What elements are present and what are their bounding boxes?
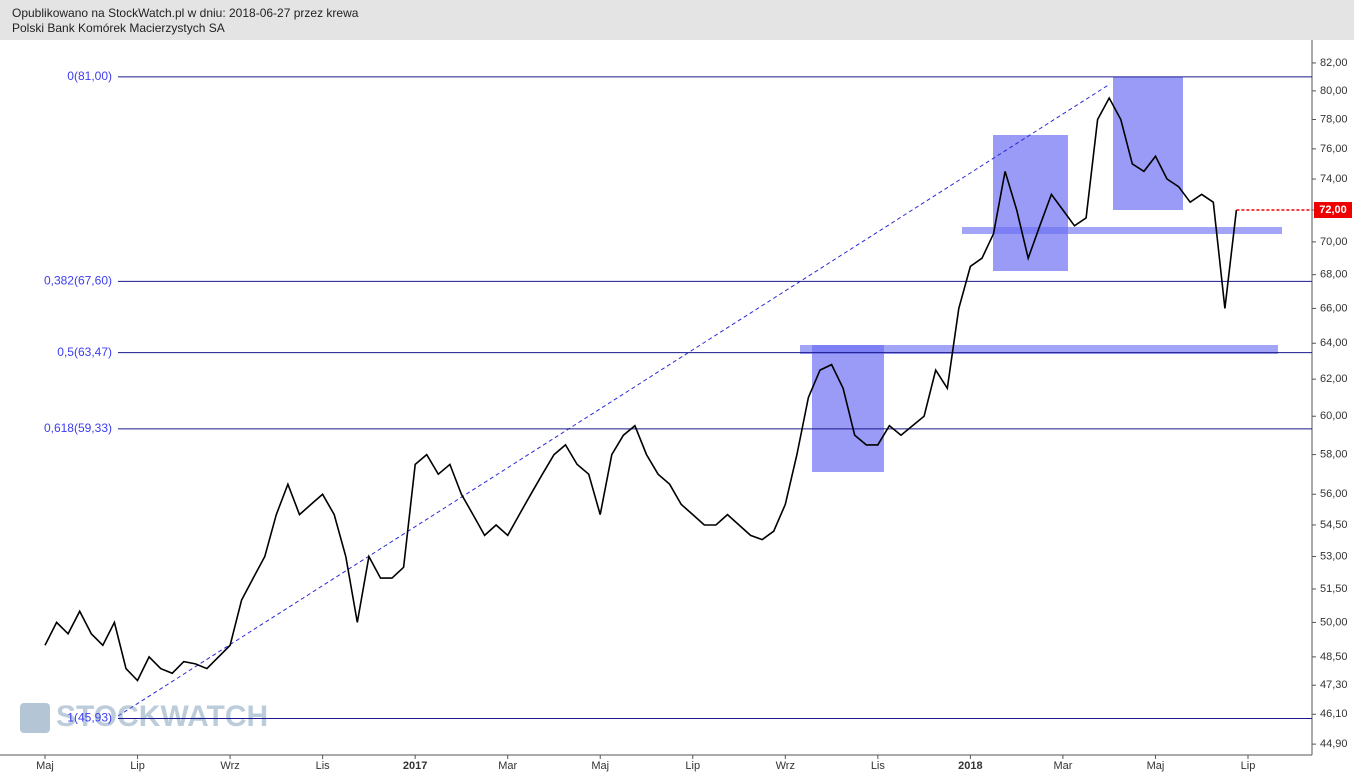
x-tick-label: Lis xyxy=(316,760,331,772)
y-tick-label: 66,00 xyxy=(1320,302,1348,314)
x-tick-label: Wrz xyxy=(220,760,239,772)
header-line: Polski Bank Komórek Macierzystych SA xyxy=(12,21,225,35)
zone-box xyxy=(1113,77,1183,210)
support-band xyxy=(800,345,1278,354)
y-tick-label: 46,10 xyxy=(1320,708,1348,720)
trend-line xyxy=(117,83,1111,717)
x-tick-label: 2018 xyxy=(958,760,982,772)
fib-label: 0(81,00) xyxy=(67,69,112,83)
y-tick-label: 47,30 xyxy=(1320,679,1348,691)
y-tick-label: 48,50 xyxy=(1320,651,1348,663)
y-tick-label: 68,00 xyxy=(1320,269,1348,281)
y-tick-label: 53,00 xyxy=(1320,550,1348,562)
logo-icon xyxy=(20,703,50,733)
y-tick-label: 62,00 xyxy=(1320,373,1348,385)
y-tick-label: 54,50 xyxy=(1320,519,1348,531)
header-line: Opublikowano na StockWatch.pl w dniu: 20… xyxy=(12,6,359,20)
fib-label: 0,5(63,47) xyxy=(57,345,112,359)
x-tick-label: Maj xyxy=(1147,760,1165,772)
x-tick-label: Mar xyxy=(1053,760,1072,772)
x-tick-label: Mar xyxy=(498,760,517,772)
y-tick-label: 51,50 xyxy=(1320,583,1348,595)
last-price-label: 72,00 xyxy=(1319,204,1347,216)
x-tick-label: Lip xyxy=(1241,760,1256,772)
watermark: STOCKWATCH xyxy=(20,700,268,733)
watermark-text: STOCKWATCH xyxy=(56,700,268,733)
y-tick-label: 78,00 xyxy=(1320,113,1348,125)
x-tick-label: 2017 xyxy=(403,760,427,772)
fib-label: 1(45,93) xyxy=(67,711,112,725)
y-tick-label: 44,90 xyxy=(1320,738,1348,750)
x-tick-label: Lip xyxy=(685,760,700,772)
x-tick-label: Maj xyxy=(591,760,609,772)
y-tick-label: 64,00 xyxy=(1320,337,1348,349)
y-tick-label: 56,00 xyxy=(1320,488,1348,500)
y-tick-label: 58,00 xyxy=(1320,448,1348,460)
y-tick-label: 74,00 xyxy=(1320,173,1348,185)
y-tick-label: 76,00 xyxy=(1320,143,1348,155)
support-band xyxy=(962,227,1282,234)
x-tick-label: Lis xyxy=(871,760,886,772)
price-line xyxy=(44,96,1238,682)
fib-label: 0,618(59,33) xyxy=(44,421,112,435)
x-tick-label: Maj xyxy=(36,760,54,772)
y-tick-label: 82,00 xyxy=(1320,57,1348,69)
zone-box xyxy=(993,135,1068,271)
header: Opublikowano na StockWatch.pl w dniu: 20… xyxy=(0,0,1354,40)
x-tick-label: Lip xyxy=(130,760,145,772)
last-price-box xyxy=(1314,202,1352,219)
y-tick-label: 60,00 xyxy=(1320,410,1348,422)
x-tick-label: Wrz xyxy=(776,760,795,772)
y-tick-label: 80,00 xyxy=(1320,85,1348,97)
y-tick-label: 50,00 xyxy=(1320,616,1348,628)
y-tick-label: 70,00 xyxy=(1320,236,1348,248)
fib-label: 0,382(67,60) xyxy=(44,274,112,288)
